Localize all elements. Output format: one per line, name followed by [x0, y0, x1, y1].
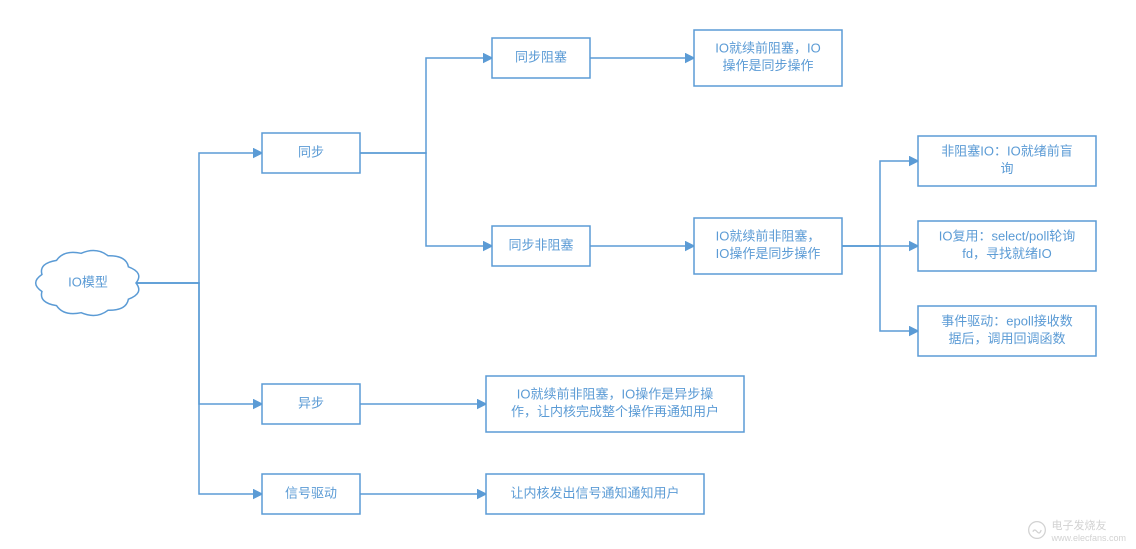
- node-root: IO模型: [36, 251, 139, 316]
- node-label: IO就续前非阻塞，IO操作是异步操: [517, 387, 713, 402]
- node-label: 信号驱动: [285, 485, 337, 500]
- node-sblk: 同步阻塞: [492, 38, 590, 78]
- node-signal: 信号驱动: [262, 474, 360, 514]
- edge-snblk_d-nb1: [842, 161, 918, 246]
- node-sync: 同步: [262, 133, 360, 173]
- node-nb2: IO复用：select/poll轮询 fd，寻找就绪IO: [918, 221, 1096, 271]
- node-nb3: 事件驱动：epoll接收数据后，调用回调函数: [918, 306, 1096, 356]
- watermark-text: 电子发烧友: [1051, 517, 1126, 533]
- node-snblk_d: IO就续前非阻塞， IO操作是同步操作: [694, 218, 842, 274]
- watermark: 电子发烧友 www.elecfans.com: [1027, 517, 1126, 543]
- node-label: 事件驱动：epoll接收数: [941, 314, 1072, 329]
- node-label: 据后，调用回调函数: [948, 331, 1065, 346]
- node-label: 作，让内核完成整个操作再通知用户: [511, 404, 719, 419]
- edge-sync-sblk: [360, 58, 492, 153]
- watermark-sub: www.elecfans.com: [1051, 533, 1126, 543]
- node-label: 同步阻塞: [515, 49, 567, 64]
- node-snblk: 同步非阻塞: [492, 226, 590, 266]
- node-label: IO就续前非阻塞，: [716, 229, 821, 244]
- node-sblk_d: IO就续前阻塞，IO 操作是同步操作: [694, 30, 842, 86]
- node-label: IO就续前阻塞，IO: [715, 41, 820, 56]
- node-sig_d: 让内核发出信号通知通知用户: [486, 474, 704, 514]
- node-nb1: 非阻塞IO：IO就绪前盲询: [918, 136, 1096, 186]
- node-label: IO复用：select/poll轮询: [939, 229, 1076, 244]
- node-label: fd，寻找就绪IO: [962, 246, 1052, 261]
- node-async_d: IO就续前非阻塞，IO操作是异步操作，让内核完成整个操作再通知用户: [486, 376, 744, 432]
- node-label: IO模型: [68, 274, 108, 289]
- node-label: 同步非阻塞: [508, 237, 573, 252]
- node-label: 非阻塞IO：IO就绪前盲: [941, 144, 1072, 159]
- node-label: 让内核发出信号通知通知用户: [510, 485, 679, 500]
- node-label: IO操作是同步操作: [716, 246, 821, 261]
- edge-snblk_d-nb3: [842, 246, 918, 331]
- node-label: 异步: [298, 395, 324, 410]
- node-async: 异步: [262, 384, 360, 424]
- edge-sync-snblk: [360, 153, 492, 246]
- edge-root-signal: [136, 283, 262, 494]
- node-label: 询: [1000, 161, 1013, 176]
- node-label: 操作是同步操作: [722, 58, 813, 73]
- node-label: 同步: [298, 144, 324, 159]
- edge-root-sync: [136, 153, 262, 283]
